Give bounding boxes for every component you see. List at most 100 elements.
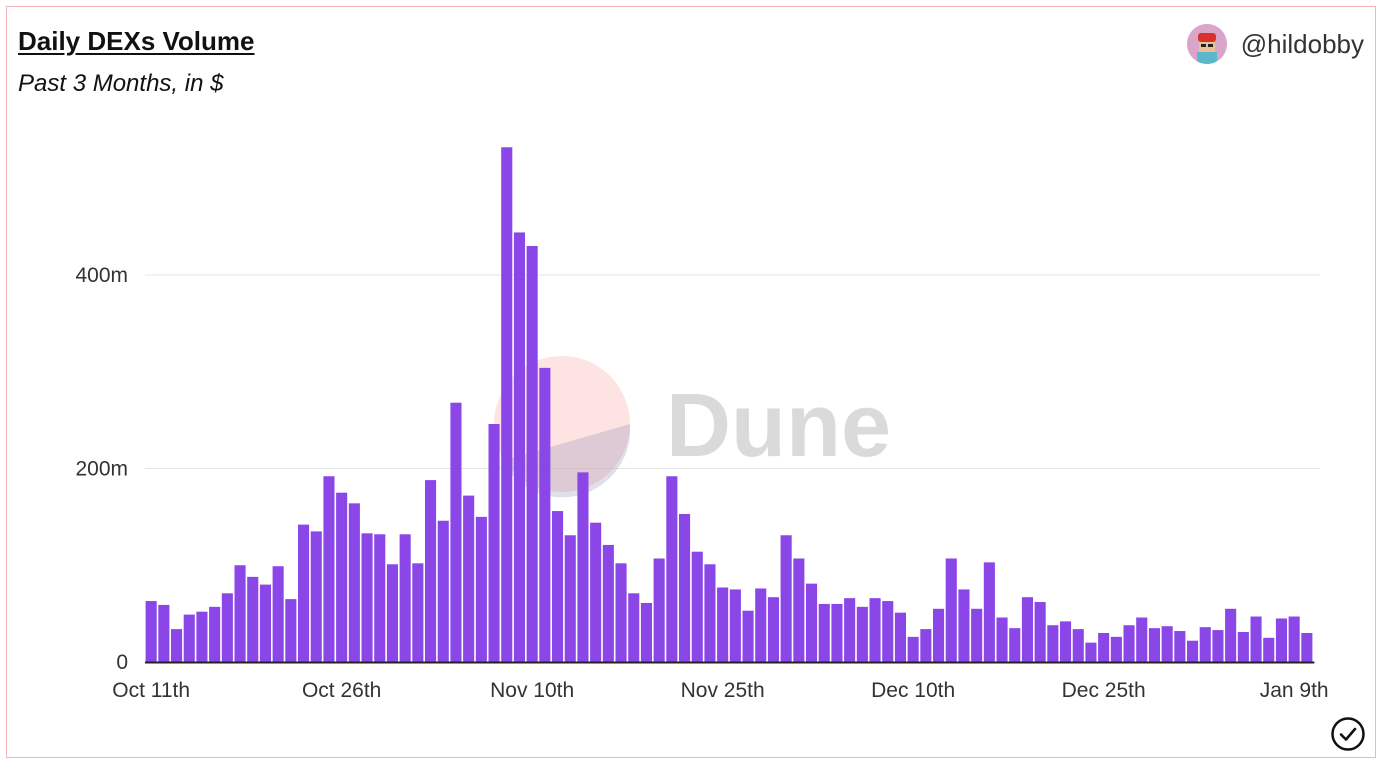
bar[interactable] bbox=[1085, 642, 1097, 662]
bar[interactable] bbox=[463, 495, 475, 662]
bar[interactable] bbox=[247, 576, 259, 662]
bar[interactable] bbox=[907, 636, 919, 662]
bar[interactable] bbox=[818, 603, 830, 662]
bar[interactable] bbox=[1301, 632, 1313, 662]
bar[interactable] bbox=[602, 544, 614, 662]
bar[interactable] bbox=[513, 232, 525, 662]
bar[interactable] bbox=[767, 597, 779, 662]
bar[interactable] bbox=[437, 520, 449, 662]
bar[interactable] bbox=[526, 245, 538, 662]
bar[interactable] bbox=[361, 533, 373, 662]
bar[interactable] bbox=[780, 535, 792, 662]
bar[interactable] bbox=[729, 589, 741, 662]
bar[interactable] bbox=[221, 593, 233, 662]
bar[interactable] bbox=[272, 566, 284, 662]
bar[interactable] bbox=[1174, 631, 1186, 662]
bar[interactable] bbox=[323, 476, 335, 662]
bar[interactable] bbox=[844, 598, 856, 662]
bar[interactable] bbox=[679, 513, 691, 662]
bar[interactable] bbox=[1136, 617, 1148, 663]
bar[interactable] bbox=[691, 551, 703, 662]
bar[interactable] bbox=[1034, 602, 1046, 662]
bar[interactable] bbox=[577, 472, 589, 662]
bar[interactable] bbox=[1148, 628, 1160, 662]
bar[interactable] bbox=[1060, 621, 1072, 662]
bar[interactable] bbox=[425, 480, 437, 662]
bar[interactable] bbox=[971, 608, 983, 662]
bar[interactable] bbox=[894, 612, 906, 662]
bar[interactable] bbox=[196, 611, 208, 662]
bar[interactable] bbox=[310, 531, 322, 662]
bar[interactable] bbox=[1110, 636, 1122, 662]
avatar-icon bbox=[1186, 24, 1227, 64]
bar[interactable] bbox=[1021, 597, 1033, 662]
bar[interactable] bbox=[374, 534, 386, 662]
bar[interactable] bbox=[501, 147, 513, 663]
bar[interactable] bbox=[412, 563, 424, 662]
bar[interactable] bbox=[171, 629, 183, 662]
chart-title[interactable]: Daily DEXs Volume bbox=[18, 26, 255, 56]
bar[interactable] bbox=[1187, 640, 1199, 662]
bar[interactable] bbox=[1009, 628, 1021, 662]
check-circle-icon[interactable] bbox=[1330, 716, 1366, 752]
bar[interactable] bbox=[564, 535, 576, 662]
bar[interactable] bbox=[945, 558, 957, 662]
bar[interactable] bbox=[806, 583, 818, 662]
bar[interactable] bbox=[869, 598, 881, 662]
bar[interactable] bbox=[704, 564, 716, 662]
bar[interactable] bbox=[539, 367, 551, 662]
bar[interactable] bbox=[1212, 630, 1224, 662]
bar[interactable] bbox=[755, 588, 767, 662]
bar[interactable] bbox=[183, 614, 195, 662]
bar[interactable] bbox=[1047, 625, 1059, 662]
bar[interactable] bbox=[615, 563, 627, 662]
bar[interactable] bbox=[1250, 616, 1262, 662]
bar[interactable] bbox=[653, 558, 665, 662]
bar[interactable] bbox=[1199, 627, 1211, 662]
bar[interactable] bbox=[1288, 616, 1300, 662]
bar[interactable] bbox=[348, 503, 360, 662]
bar[interactable] bbox=[1098, 632, 1110, 662]
bar[interactable] bbox=[336, 492, 348, 662]
bar[interactable] bbox=[399, 534, 411, 662]
bar[interactable] bbox=[742, 610, 754, 662]
bar[interactable] bbox=[386, 564, 398, 662]
bar[interactable] bbox=[475, 516, 487, 663]
bar[interactable] bbox=[488, 424, 500, 662]
bar[interactable] bbox=[831, 603, 843, 662]
bar[interactable] bbox=[259, 584, 271, 662]
bar[interactable] bbox=[933, 608, 945, 662]
bar-series bbox=[145, 147, 1313, 663]
bar[interactable] bbox=[552, 511, 564, 662]
bar[interactable] bbox=[640, 602, 652, 662]
bar[interactable] bbox=[285, 599, 297, 662]
bar[interactable] bbox=[234, 565, 246, 662]
bar[interactable] bbox=[856, 606, 868, 662]
bar[interactable] bbox=[145, 601, 157, 662]
bar[interactable] bbox=[1275, 618, 1287, 662]
bar[interactable] bbox=[298, 524, 310, 662]
bar[interactable] bbox=[958, 589, 970, 662]
bar[interactable] bbox=[1161, 626, 1173, 662]
bar[interactable] bbox=[1123, 625, 1135, 662]
bar[interactable] bbox=[450, 402, 462, 662]
bar[interactable] bbox=[1237, 632, 1249, 662]
dune-watermark: Dune bbox=[494, 356, 891, 498]
bar[interactable] bbox=[920, 629, 932, 662]
chart-frame bbox=[6, 6, 1376, 758]
bar[interactable] bbox=[793, 558, 805, 662]
bar[interactable] bbox=[1072, 629, 1084, 662]
bar[interactable] bbox=[996, 617, 1008, 663]
bar[interactable] bbox=[158, 604, 170, 662]
bar[interactable] bbox=[983, 562, 995, 662]
bar[interactable] bbox=[628, 593, 640, 662]
bar[interactable] bbox=[666, 476, 678, 662]
bar[interactable] bbox=[717, 587, 729, 663]
bar[interactable] bbox=[882, 601, 894, 662]
bar[interactable] bbox=[590, 522, 602, 662]
author-link[interactable]: @hildobby bbox=[1186, 24, 1364, 64]
bar[interactable] bbox=[1225, 608, 1237, 662]
bar[interactable] bbox=[209, 606, 221, 662]
bar[interactable] bbox=[1263, 637, 1275, 662]
